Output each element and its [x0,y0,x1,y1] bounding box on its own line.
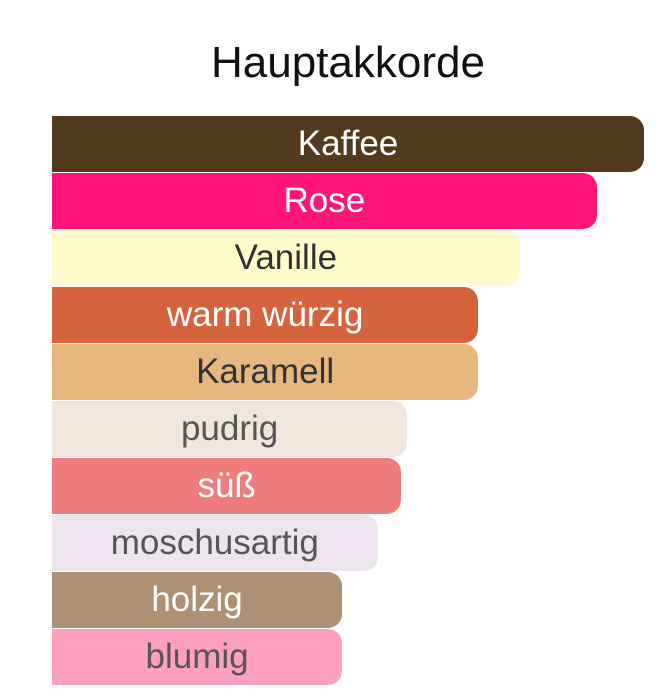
bar-label: süß [197,466,256,505]
chart-title: Hauptakkorde [211,38,485,87]
bar-Kaffee: Kaffee [52,116,644,172]
bar-Vanille: Vanille [52,230,520,286]
bar-label: Vanille [234,238,338,277]
bar-label: Rose [283,181,366,220]
bar-warm-würzig: warm würzig [52,287,479,343]
bar-label: warm würzig [166,295,364,334]
bar-label: Karamell [196,352,335,391]
bar-Rose: Rose [52,173,597,229]
bar-Karamell: Karamell [52,344,479,400]
bar-blumig: blumig [52,629,343,685]
bar-label: Kaffee [297,124,399,163]
bar-label: pudrig [180,409,279,448]
bar-süß: süß [52,458,402,514]
bar-label: blumig [145,637,249,676]
bar-pudrig: pudrig [52,401,408,457]
bar-holzig: holzig [52,572,343,628]
bar-moschusartig: moschusartig [52,515,378,571]
bar-label: holzig [151,580,243,619]
bar-label: moschusartig [110,523,319,562]
